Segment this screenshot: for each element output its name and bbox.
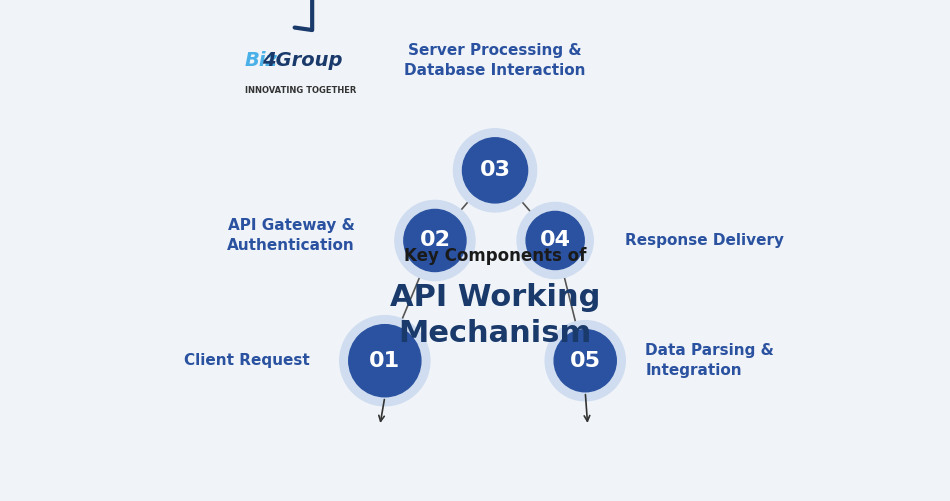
Circle shape bbox=[554, 330, 617, 392]
Text: API Gateway &
Authentication: API Gateway & Authentication bbox=[227, 218, 354, 253]
Text: Key Components of: Key Components of bbox=[404, 246, 586, 265]
Circle shape bbox=[395, 200, 475, 281]
Circle shape bbox=[404, 209, 466, 272]
Text: Client Request: Client Request bbox=[184, 353, 310, 368]
Text: Response Delivery: Response Delivery bbox=[625, 233, 785, 248]
Text: 02: 02 bbox=[419, 230, 450, 250]
Circle shape bbox=[340, 316, 430, 406]
Text: 05: 05 bbox=[570, 351, 600, 371]
Text: 4Group: 4Group bbox=[262, 51, 343, 70]
Circle shape bbox=[517, 202, 593, 279]
Text: 01: 01 bbox=[370, 351, 400, 371]
Text: Server Processing &
Database Interaction: Server Processing & Database Interaction bbox=[405, 43, 586, 78]
Text: 04: 04 bbox=[540, 230, 571, 250]
Text: API Working
Mechanism: API Working Mechanism bbox=[390, 283, 600, 348]
Circle shape bbox=[545, 321, 625, 401]
Circle shape bbox=[463, 138, 527, 203]
Text: Data Parsing &
Integration: Data Parsing & Integration bbox=[645, 343, 774, 378]
Text: INNOVATING TOGETHER: INNOVATING TOGETHER bbox=[244, 86, 356, 95]
Text: Biz: Biz bbox=[244, 51, 277, 70]
Circle shape bbox=[349, 325, 421, 397]
Circle shape bbox=[526, 211, 584, 270]
Text: 03: 03 bbox=[480, 160, 510, 180]
Circle shape bbox=[453, 129, 537, 212]
